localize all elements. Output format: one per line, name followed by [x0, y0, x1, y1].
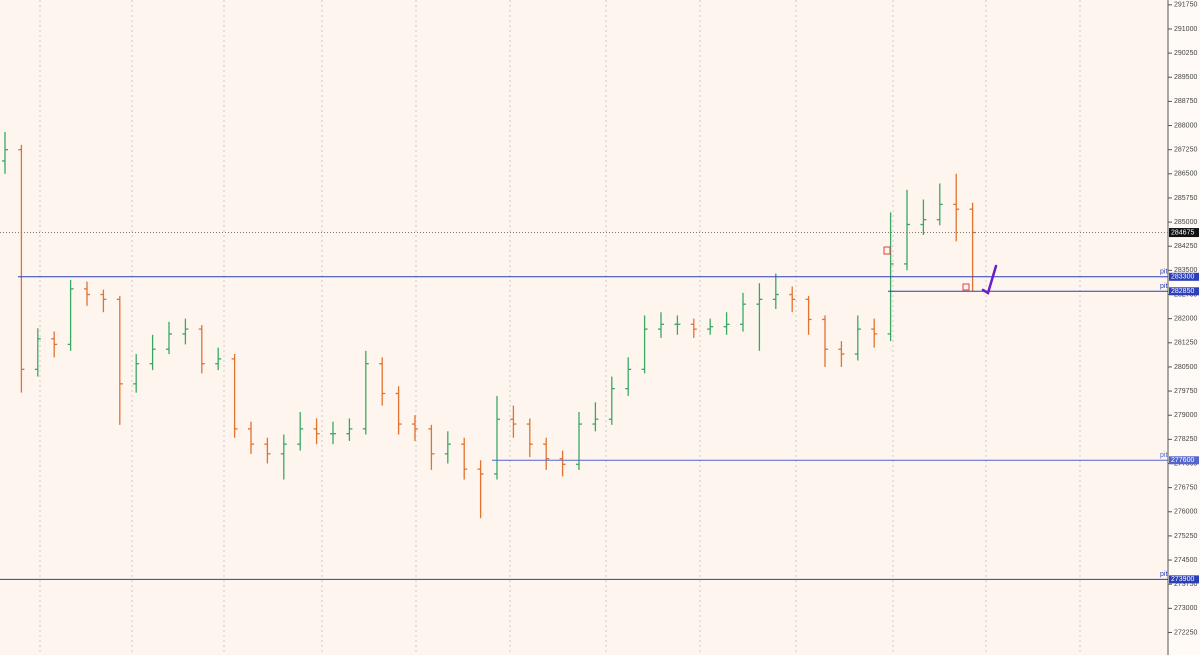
y-tick-label: 282000	[1174, 315, 1197, 322]
level-box	[1169, 287, 1199, 296]
level-box	[1169, 575, 1199, 584]
y-tick-label: 281250	[1174, 340, 1197, 347]
y-tick-label: 288000	[1174, 122, 1197, 129]
y-tick-label: 278250	[1174, 436, 1197, 443]
bars-layer: 291750 291000 290250 289500 288750 288000 2872…	[0, 2, 1199, 636]
y-tick-label: 276750	[1174, 484, 1197, 491]
y-tick-label: 273000	[1174, 605, 1197, 612]
last-price-label: 284675	[1171, 229, 1194, 236]
y-tick-label: 291750	[1174, 2, 1197, 9]
y-tick-label: 285000	[1174, 219, 1197, 226]
last-price-box	[1169, 228, 1199, 238]
level-box	[1169, 456, 1199, 465]
signal-marker	[883, 246, 891, 255]
level-box	[1169, 272, 1199, 281]
y-tick-label: 275250	[1174, 533, 1197, 540]
level-value: 277600	[1171, 457, 1194, 464]
y-tick-label: 286500	[1174, 171, 1197, 178]
y-tick-label: 272250	[1174, 629, 1197, 636]
y-tick-label: 285750	[1174, 195, 1197, 202]
y-tick-label: 273750	[1174, 581, 1197, 588]
y-tick-label: 287250	[1174, 147, 1197, 154]
axis-panel	[1168, 0, 1200, 655]
level-value: 282850	[1171, 288, 1194, 295]
y-tick-label: 279750	[1174, 388, 1197, 395]
y-tick-label: 280500	[1174, 364, 1197, 371]
y-tick-label: 274500	[1174, 557, 1197, 564]
level-value: 283300	[1171, 274, 1194, 281]
y-tick-label: 289500	[1174, 74, 1197, 81]
y-tick-label: 283500	[1174, 267, 1197, 274]
y-tick-label: 290250	[1174, 50, 1197, 57]
level-value: 273900	[1171, 576, 1194, 583]
y-tick-label: 279000	[1174, 412, 1197, 419]
y-tick-label: 288750	[1174, 98, 1197, 105]
y-tick-label: 284250	[1174, 243, 1197, 250]
signal-marker	[962, 283, 970, 291]
level-label: pit	[1160, 283, 1167, 290]
check-annotation	[981, 264, 998, 295]
y-tick-label: 291000	[1174, 26, 1197, 33]
level-label: pit	[1160, 269, 1167, 276]
time-grid	[39, 0, 1081, 655]
level-label: pit	[1160, 452, 1167, 459]
y-tick-label: 276000	[1174, 509, 1197, 516]
level-label: pit	[1160, 571, 1167, 578]
